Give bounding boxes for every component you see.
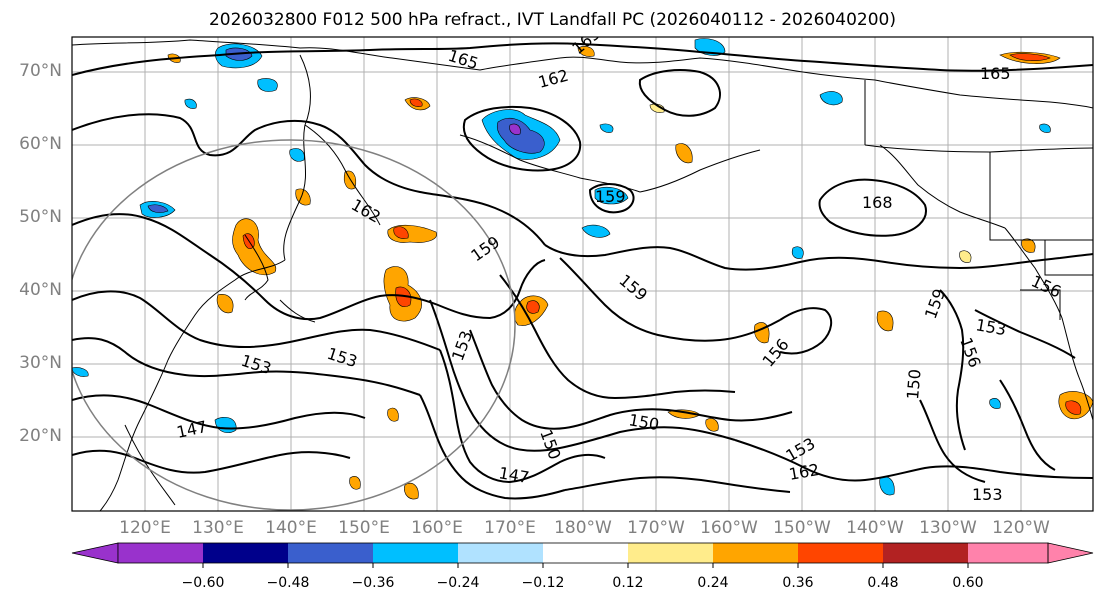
lon-label: 140°W xyxy=(846,518,904,538)
lon-label: 160°W xyxy=(700,518,758,538)
contour-label: 159 xyxy=(595,187,626,206)
contour-label: 165 xyxy=(980,64,1011,83)
colorbar-tick-label: −0.36 xyxy=(351,575,395,591)
contour-label: 150 xyxy=(903,368,925,400)
gridlines xyxy=(72,37,1093,511)
colorbar-tick-label: −0.48 xyxy=(266,575,310,591)
lon-label: 170°E xyxy=(484,518,536,538)
map-title: 2026032800 F012 500 hPa refract., IVT La… xyxy=(208,10,896,30)
colorbar-segment xyxy=(798,543,883,563)
colorbar-segment xyxy=(288,543,373,563)
lat-label: 20°N xyxy=(19,426,62,446)
colorbar-segment xyxy=(968,543,1048,563)
colorbar-segment xyxy=(373,543,458,563)
colorbar-segment xyxy=(203,543,288,563)
colorbar-segment xyxy=(458,543,543,563)
colorbar-segment xyxy=(713,543,798,563)
colorbar-tick-label: 0.12 xyxy=(612,575,644,591)
lat-label: 50°N xyxy=(19,207,62,227)
colorbar-extend-low xyxy=(71,542,119,564)
contour-label: 168 xyxy=(862,193,893,212)
colorbar-tick-label: −0.12 xyxy=(521,575,565,591)
negative-anomaly-fills xyxy=(72,38,1051,496)
lon-label: 170°W xyxy=(627,518,685,538)
lat-label: 40°N xyxy=(19,280,62,300)
lon-label: 150°E xyxy=(338,518,390,538)
colorbar-tick-label: 0.60 xyxy=(952,575,984,591)
lon-label: 160°E xyxy=(411,518,463,538)
landfall-region-circle xyxy=(72,139,516,511)
lon-label: 140°E xyxy=(265,518,317,538)
colorbar-extend-high xyxy=(1047,542,1094,564)
lon-label: 150°W xyxy=(773,518,831,538)
lat-label: 60°N xyxy=(19,134,62,154)
colorbar xyxy=(71,542,1094,568)
colorbar-frame xyxy=(117,542,1049,564)
lon-label: 130°E xyxy=(192,518,244,538)
lon-label: 120°W xyxy=(992,518,1050,538)
positive-anomaly-fills xyxy=(167,46,1093,500)
colorbar-segment xyxy=(883,543,968,563)
colorbar-tick-label: 0.36 xyxy=(782,575,814,591)
colorbar-segment xyxy=(118,543,203,563)
colorbar-tick-label: 0.24 xyxy=(697,575,729,591)
lon-label: 180°W xyxy=(554,518,612,538)
lon-label: 120°E xyxy=(119,518,171,538)
lat-label: 70°N xyxy=(19,61,62,81)
height-contours xyxy=(72,42,1093,500)
contour-label: 153 xyxy=(972,485,1003,504)
lat-label: 30°N xyxy=(19,353,62,373)
colorbar-tick-label: −0.60 xyxy=(181,575,225,591)
lon-label: 130°W xyxy=(919,518,977,538)
colorbar-tick-label: −0.24 xyxy=(436,575,480,591)
colorbar-segment xyxy=(628,543,713,563)
colorbar-segment xyxy=(543,543,628,563)
plot-frame xyxy=(71,36,1094,512)
colorbar-tick-label: 0.48 xyxy=(867,575,899,591)
